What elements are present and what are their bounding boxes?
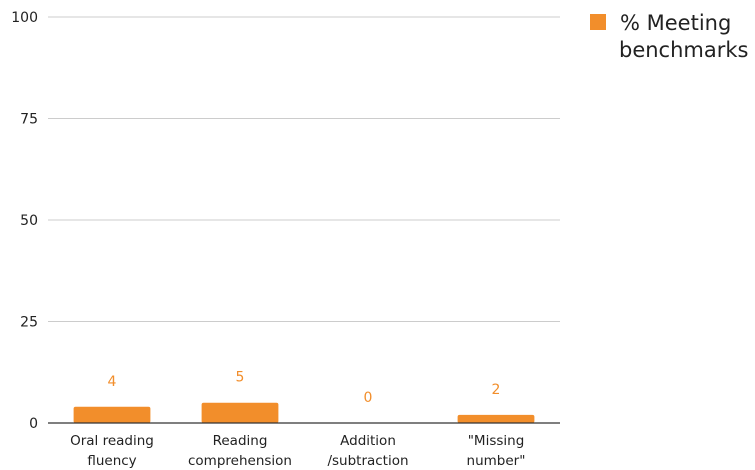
x-tick-label: Reading comprehension (188, 433, 292, 469)
data-labels: 4 5 0 2 (108, 370, 501, 406)
y-tick-label: 0 (29, 416, 38, 432)
bar (457, 414, 535, 423)
legend-swatch (590, 14, 606, 30)
legend-label: % Meeting benchmarks (619, 11, 748, 62)
y-tick-label: 75 (20, 112, 38, 128)
legend: % Meeting benchmarks (590, 11, 748, 62)
x-tick-label: Addition/subtraction (327, 433, 408, 469)
gridlines (48, 16, 560, 322)
y-tick-label: 50 (20, 213, 38, 229)
bar (73, 406, 151, 423)
x-tick-label: "Missing number" (467, 433, 526, 469)
data-label: 5 (236, 370, 245, 386)
y-tick-label: 25 (20, 315, 38, 331)
data-label: 4 (108, 374, 117, 390)
bar (201, 402, 279, 423)
x-tick-label: Oral reading fluency (70, 433, 154, 469)
y-tick-label: 100 (11, 10, 38, 26)
data-label: 2 (492, 382, 501, 398)
bars (73, 402, 535, 423)
data-label: 0 (364, 390, 373, 406)
